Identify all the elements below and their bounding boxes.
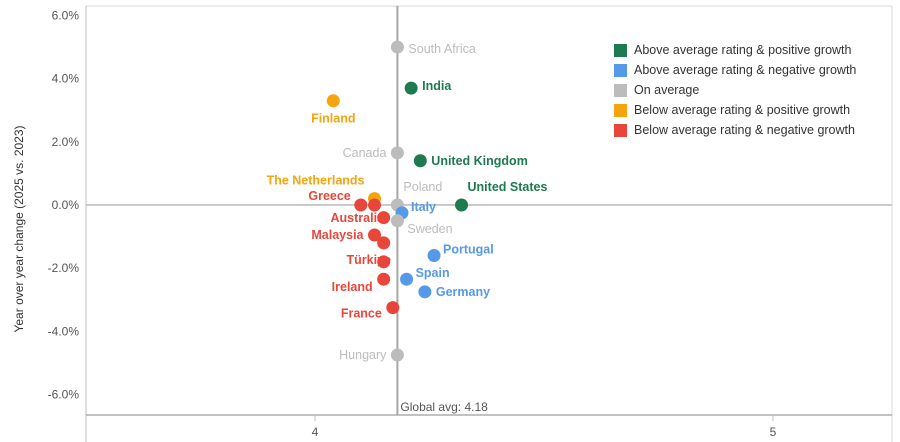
label-sweden: Sweden xyxy=(407,222,452,236)
label-greece: Greece xyxy=(308,189,350,203)
point-portugal xyxy=(427,249,441,263)
y-tick-label: 0.0% xyxy=(52,198,80,212)
legend-swatch xyxy=(614,123,627,137)
legend-label: Below average rating & positive growth xyxy=(634,103,851,117)
label-portugal: Portugal xyxy=(443,243,494,257)
point-germany xyxy=(418,285,432,299)
label-india: India xyxy=(422,79,452,93)
axes: 6.0% 4.0% 2.0% 0.0% -2.0% -4.0% -6.0% 4 5 xyxy=(48,6,892,442)
legend-item-above-pos: Above average rating & positive growth xyxy=(614,40,856,60)
label-malaysia: Malaysia xyxy=(311,228,364,242)
point-australia xyxy=(377,211,391,225)
y-axis-label: Year over year change (2025 vs. 2023) xyxy=(12,125,26,332)
legend-swatch xyxy=(614,103,627,117)
legend-swatch xyxy=(614,83,627,97)
point-labels: South Africa India Finland Canada United Kin… xyxy=(267,42,548,362)
point-finland xyxy=(326,94,340,108)
point-canada xyxy=(390,146,404,160)
gridlines xyxy=(86,5,893,442)
label-t-rkiye: Türkiye xyxy=(347,253,392,267)
point-united-kingdom xyxy=(413,154,427,168)
point-united-states xyxy=(455,198,469,212)
legend-item-below-pos: Below average rating & positive growth xyxy=(614,100,856,120)
point-malaysia xyxy=(368,228,382,242)
label-spain: Spain xyxy=(416,266,450,280)
legend-label: Below average rating & negative growth xyxy=(634,123,855,137)
point-france xyxy=(386,301,400,315)
label-italy: Italy xyxy=(411,200,436,214)
point-south-africa xyxy=(390,40,404,54)
legend-item-average: On average xyxy=(614,80,856,100)
x-tick-label: 5 xyxy=(770,425,777,439)
label-australia: Australia xyxy=(331,211,386,225)
label-hungary: Hungary xyxy=(339,348,387,362)
legend: Above average rating & positive growth Ab… xyxy=(614,40,856,140)
point-unlabeled xyxy=(377,236,391,250)
point-unlabeled xyxy=(368,198,382,212)
label-france: France xyxy=(341,307,382,321)
label-canada: Canada xyxy=(343,146,387,160)
label-finland: Finland xyxy=(311,112,355,126)
legend-item-above-neg: Above average rating & negative growth xyxy=(614,60,856,80)
point-india xyxy=(404,81,418,95)
point-t-rkiye xyxy=(377,255,391,269)
global-average-label: Global avg: 4.18 xyxy=(400,400,488,414)
point-spain xyxy=(400,272,414,286)
legend-label: Above average rating & positive growth xyxy=(634,43,852,57)
legend-item-below-neg: Below average rating & negative growth xyxy=(614,120,856,140)
point-hungary xyxy=(390,348,404,362)
y-tick-label: 6.0% xyxy=(52,8,80,22)
label-united-kingdom: United Kingdom xyxy=(431,154,528,168)
data-points xyxy=(326,40,469,362)
label-germany: Germany xyxy=(436,285,490,299)
y-tick-label: 2.0% xyxy=(52,135,80,149)
label-united-states: United States xyxy=(468,180,548,194)
legend-label: On average xyxy=(634,83,700,97)
y-tick-label: -4.0% xyxy=(48,324,80,338)
label-ireland: Ireland xyxy=(332,280,373,294)
point-greece xyxy=(354,198,368,212)
legend-swatch xyxy=(614,63,627,77)
y-tick-label: -6.0% xyxy=(48,387,80,401)
label-the-netherlands: The Netherlands xyxy=(267,174,365,188)
label-poland: Poland xyxy=(403,180,442,194)
legend-label: Above average rating & negative growth xyxy=(634,63,857,77)
y-tick-label: 4.0% xyxy=(52,72,80,86)
legend-swatch xyxy=(614,43,627,57)
x-tick-label: 4 xyxy=(312,425,319,439)
y-tick-label: -2.0% xyxy=(48,261,80,275)
point-ireland xyxy=(377,272,391,286)
point-sweden xyxy=(390,214,404,228)
label-south-africa: South Africa xyxy=(408,42,475,56)
